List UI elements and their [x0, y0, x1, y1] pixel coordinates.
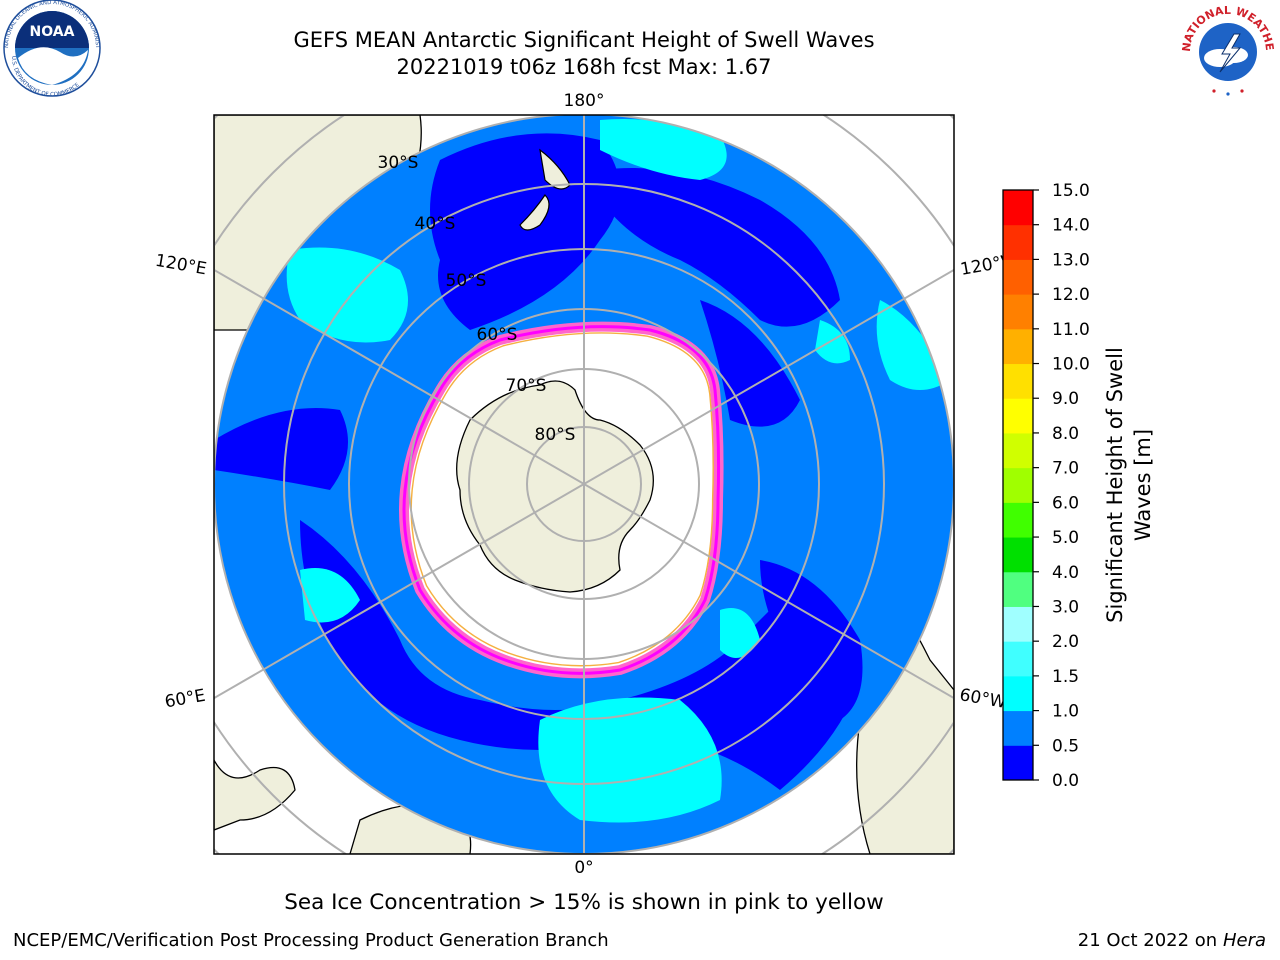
- colorbar-swatch: [1003, 675, 1033, 712]
- colorbar-swatch: [1003, 710, 1033, 746]
- footer-date: 21 Oct 2022 on Hera: [1078, 930, 1266, 951]
- colorbar-swatch: [1003, 190, 1033, 226]
- lat-label-70s: 70°S: [506, 376, 547, 396]
- footer-date-text: 21 Oct 2022 on: [1077, 930, 1223, 951]
- colorbar-swatch: [1003, 294, 1033, 330]
- colorbar-tick-label: 7.0: [1052, 459, 1079, 479]
- colorbar-frame: [1002, 189, 1034, 781]
- colorbar: 0.0 0.5 1.0 1.5 2.0 3.0 4.0 5.0 6.0 7.0 8.0 9.0 10.0…: [1002, 181, 1090, 791]
- colorbar-swatch: [1003, 745, 1033, 781]
- colorbar-swatch: [1003, 259, 1033, 295]
- colorbar-tick-label: 6.0: [1052, 493, 1079, 513]
- footer-credit: NCEP/EMC/Verification Post Processing Pr…: [13, 930, 609, 951]
- lon-label-60w: 60°W: [958, 685, 1008, 713]
- colorbar-swatch: [1003, 606, 1033, 642]
- colorbar-tick-label: 9.0: [1052, 389, 1079, 409]
- colorbar-tick-label: 0.0: [1052, 771, 1079, 791]
- lon-label-180: 180°: [564, 91, 605, 111]
- colorbar-tick-label: 1.0: [1052, 702, 1079, 722]
- colorbar-swatch: [1003, 328, 1033, 365]
- colorbar-tick-label: 10.0: [1052, 355, 1090, 375]
- colorbar-label-line2: Waves [m]: [1131, 429, 1155, 541]
- lon-label-0: 0°: [574, 858, 593, 878]
- colorbar-swatch: [1003, 398, 1033, 434]
- colorbar-swatch: [1003, 641, 1033, 677]
- colorbar-swatch: [1003, 502, 1033, 538]
- colorbar-tick-label: 1.5: [1052, 667, 1079, 687]
- colorbar-swatch: [1003, 467, 1033, 503]
- colorbar-tick-label: 15.0: [1052, 181, 1090, 201]
- lon-label-60e: 60°E: [163, 686, 207, 713]
- colorbar-swatch: [1003, 432, 1033, 469]
- colorbar-tick-label: 4.0: [1052, 563, 1079, 583]
- lat-label-30s: 30°S: [378, 153, 419, 173]
- lat-label-50s: 50°S: [446, 271, 487, 291]
- colorbar-tick-label: 13.0: [1052, 250, 1090, 270]
- colorbar-swatch: [1003, 537, 1033, 573]
- colorbar-tick-label: 11.0: [1052, 320, 1090, 340]
- colorbar-tick-label: 8.0: [1052, 424, 1079, 444]
- colorbar-tick-label: 14.0: [1052, 216, 1090, 236]
- colorbar-label-line1: Significant Height of Swell: [1103, 347, 1127, 623]
- lat-label-60s: 60°S: [477, 325, 518, 345]
- page-title: GEFS MEAN Antarctic Significant Height o…: [293, 28, 875, 52]
- noaa-logo: NOAA NATIONAL OCEANIC AND ATMOSPHERIC AD…: [0, 0, 101, 98]
- colorbar-tick-label: 12.0: [1052, 285, 1090, 305]
- lon-label-120e: 120°E: [154, 251, 208, 280]
- colorbar-tick-label: 3.0: [1052, 597, 1079, 617]
- colorbar-swatch: [1003, 363, 1033, 399]
- colorbar-tick-label: 0.5: [1052, 736, 1079, 756]
- footer-host: Hera: [1222, 930, 1266, 951]
- lat-label-80s: 80°S: [535, 425, 576, 445]
- sea-ice-note: Sea Ice Concentration > 15% is shown in …: [284, 890, 884, 915]
- lat-label-40s: 40°S: [415, 214, 456, 234]
- colorbar-tick-label: 5.0: [1052, 528, 1079, 548]
- colorbar-swatch: [1003, 571, 1033, 607]
- page-subtitle: 20221019 t06z 168h fcst Max: 1.67: [396, 55, 772, 79]
- colorbar-tick-label: 2.0: [1052, 632, 1079, 652]
- noaa-logo-text: NOAA: [30, 24, 75, 40]
- nws-logo: NATIONAL WEATHER SERVICE: [1176, 0, 1276, 97]
- colorbar-swatch: [1003, 224, 1033, 260]
